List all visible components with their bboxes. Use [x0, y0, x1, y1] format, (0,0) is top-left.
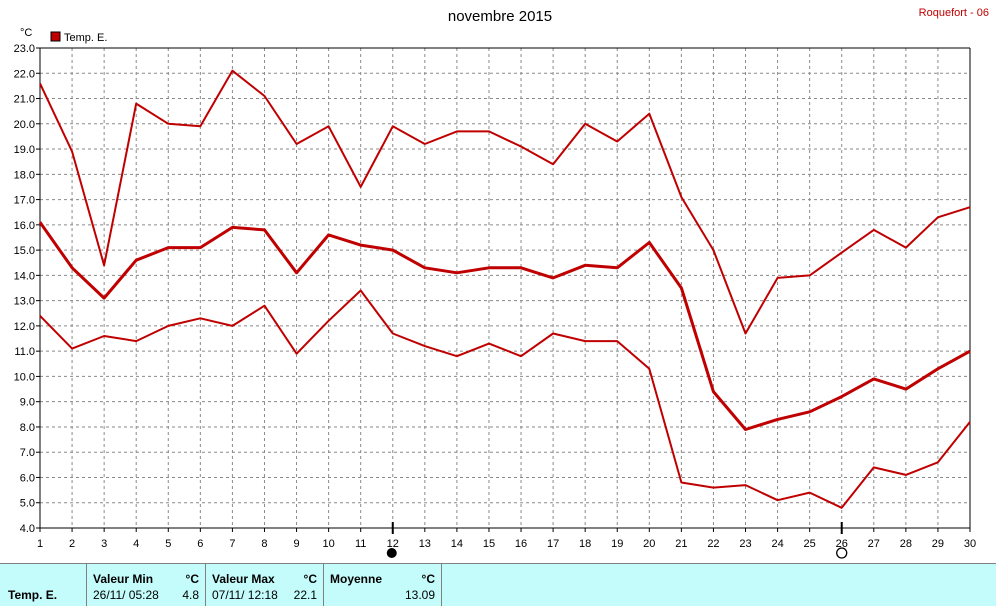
stat-min-date: 26/11/ 05:28: [93, 588, 159, 602]
x-axis-ticks: 1 2 3 4 5 6 7 8 9 10 11 12 13 14 15 16 17 18 19 20 21 22 23 24 2…: [37, 528, 976, 550]
y-tick-label: 16.0: [14, 220, 35, 232]
x-tick-label: 4: [133, 538, 139, 550]
x-tick-label: 8: [261, 538, 267, 550]
stat-avg-value: 13.09: [404, 588, 435, 602]
stats-row-label: Temp. E.: [8, 588, 58, 602]
x-tick-label: 29: [932, 538, 944, 550]
y-tick-label: 5.0: [20, 498, 35, 510]
y-tick-label: 21.0: [14, 94, 35, 106]
y-tick-label: 17.0: [14, 195, 35, 207]
x-tick-label: 7: [229, 538, 235, 550]
x-tick-label: 27: [868, 538, 880, 550]
stats-row-label-cell: Temp. E.: [0, 564, 87, 606]
x-tick-label: 26: [836, 538, 848, 550]
x-tick-label: 10: [322, 538, 334, 550]
stat-min-unit: °C: [185, 572, 199, 586]
y-tick-label: 15.0: [14, 245, 35, 257]
stat-max-cell: Valeur Max °C 07/11/ 12:18 22.1: [206, 564, 324, 606]
x-tick-label: 3: [101, 538, 107, 550]
x-tick-label: 30: [964, 538, 976, 550]
y-tick-label: 8.0: [20, 422, 35, 434]
stat-min-cell: Valeur Min °C 26/11/ 05:28 4.8: [87, 564, 206, 606]
stat-max-date: 07/11/ 12:18: [212, 588, 278, 602]
x-tick-label: 22: [707, 538, 719, 550]
y-tick-label: 22.0: [14, 68, 35, 80]
y-tick-label: 7.0: [20, 447, 35, 459]
temperature-chart: novembre 2015 Roquefort - 06 °C Temp. E.…: [14, 7, 989, 559]
station-name: Roquefort - 06: [919, 7, 989, 19]
y-tick-label: 23.0: [14, 43, 35, 55]
x-tick-label: 11: [355, 538, 366, 550]
x-tick-label: 2: [69, 538, 75, 550]
moon-phase-markers: [386, 522, 848, 559]
y-axis-ticks: 4.0 5.0 6.0 7.0 8.0 9.0 10.0 11.0 12.0 13.0 14.0 15…: [14, 43, 40, 535]
series-layer: [38, 69, 971, 509]
y-tick-label: 10.0: [14, 371, 35, 383]
series-line-min: [39, 289, 971, 509]
x-tick-label: 20: [643, 538, 655, 550]
y-tick-label: 12.0: [14, 321, 35, 333]
legend-swatch: [50, 31, 61, 42]
legend-label: Temp. E.: [64, 32, 107, 44]
y-tick-label: 4.0: [20, 523, 35, 535]
stat-avg-cell: Moyenne °C 13.09: [324, 564, 442, 606]
stat-min-header: Valeur Min: [93, 572, 154, 586]
y-tick-label: 6.0: [20, 472, 35, 484]
stat-max-header: Valeur Max: [212, 572, 275, 586]
y-tick-label: 13.0: [14, 296, 35, 308]
series-line-mean: [38, 221, 971, 431]
x-tick-label: 6: [197, 538, 203, 550]
x-tick-label: 1: [37, 538, 43, 550]
x-tick-label: 19: [611, 538, 623, 550]
new-moon-icon: [386, 548, 397, 558]
y-tick-label: 14.0: [14, 270, 35, 282]
stat-min-value: 4.8: [182, 588, 199, 602]
chart-title: novembre 2015: [448, 8, 552, 25]
x-tick-label: 24: [771, 538, 783, 550]
x-tick-label: 25: [804, 538, 816, 550]
x-tick-label: 16: [515, 538, 527, 550]
x-tick-label: 21: [675, 538, 687, 550]
stats-bar: Temp. E. Valeur Min °C 26/11/ 05:28 4.8 …: [0, 563, 996, 606]
y-axis-unit: °C: [20, 27, 32, 39]
x-tick-label: 14: [451, 538, 463, 550]
x-tick-label: 28: [900, 538, 912, 550]
x-tick-label: 17: [547, 538, 559, 550]
stat-max-unit: °C: [303, 572, 317, 586]
stat-avg-header: Moyenne: [330, 572, 383, 586]
grid: [39, 47, 971, 529]
stat-avg-unit: °C: [421, 572, 435, 586]
series-line-max: [39, 69, 971, 335]
y-tick-label: 11.0: [14, 346, 35, 358]
y-tick-label: 19.0: [14, 144, 35, 156]
x-tick-label: 13: [419, 538, 431, 550]
x-tick-label: 18: [579, 538, 591, 550]
x-tick-label: 23: [739, 538, 751, 550]
x-tick-label: 12: [387, 538, 399, 550]
x-tick-label: 9: [293, 538, 299, 550]
y-tick-label: 9.0: [20, 397, 35, 409]
stat-max-value: 22.1: [293, 588, 317, 602]
x-tick-label: 5: [165, 538, 171, 550]
full-moon-icon: [836, 547, 848, 559]
y-tick-label: 18.0: [14, 169, 35, 181]
y-tick-label: 20.0: [14, 119, 35, 131]
x-tick-label: 15: [483, 538, 495, 550]
